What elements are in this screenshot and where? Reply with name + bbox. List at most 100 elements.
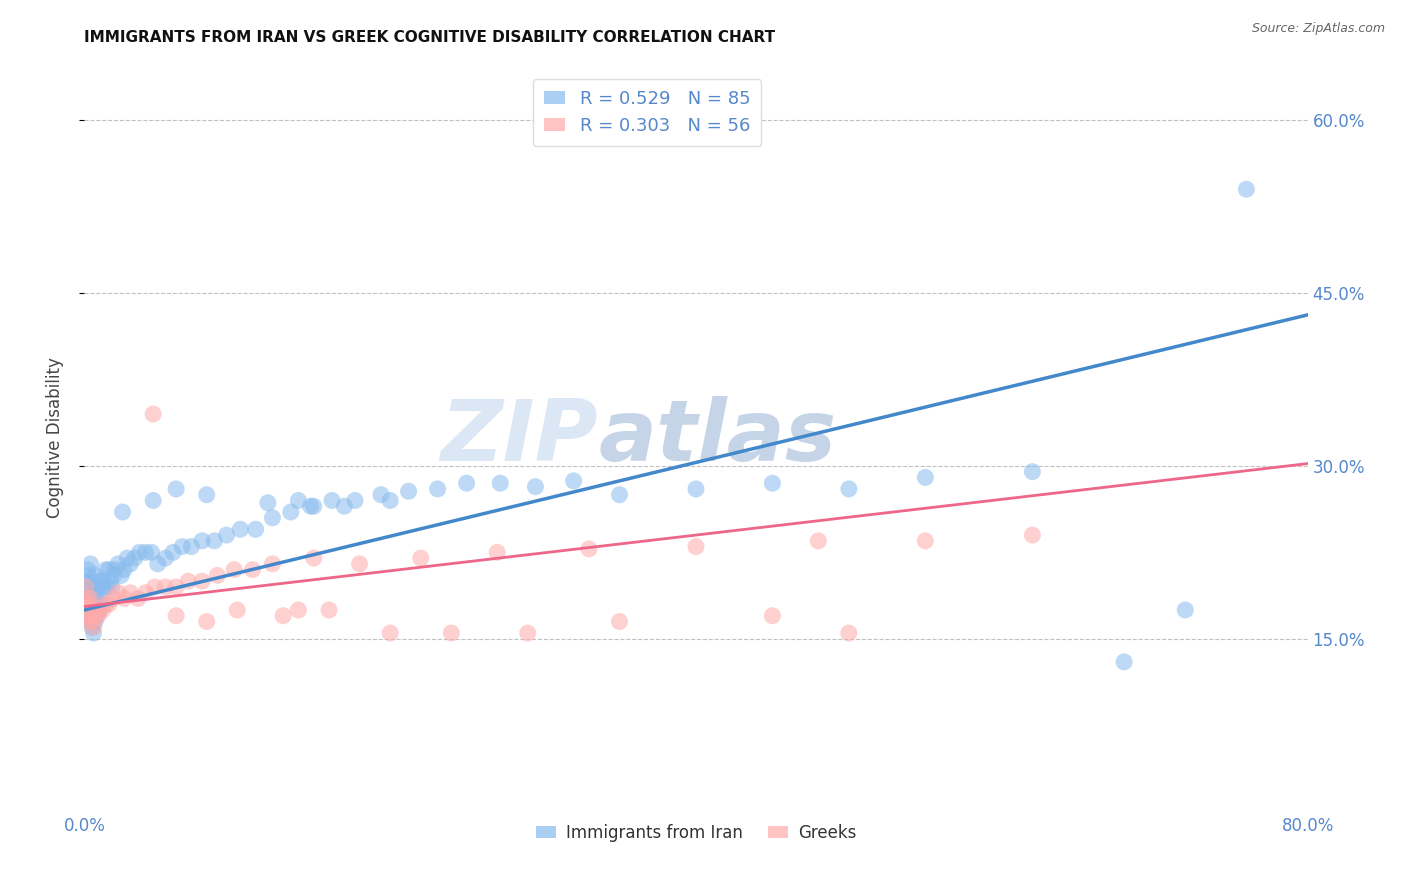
Point xyxy=(107,585,129,599)
Point xyxy=(287,493,309,508)
Point xyxy=(398,484,420,499)
Point xyxy=(1021,465,1043,479)
Text: Source: ZipAtlas.com: Source: ZipAtlas.com xyxy=(1251,22,1385,36)
Point xyxy=(280,505,302,519)
Point xyxy=(262,510,284,524)
Point xyxy=(177,574,200,589)
Point xyxy=(80,620,103,634)
Point xyxy=(112,563,135,577)
Point xyxy=(165,482,187,496)
Point xyxy=(215,528,238,542)
Point xyxy=(75,591,97,606)
Point xyxy=(96,580,118,594)
Point xyxy=(426,482,449,496)
Point xyxy=(83,603,105,617)
Point xyxy=(562,474,585,488)
Point xyxy=(299,500,322,514)
Point xyxy=(120,585,142,599)
Point xyxy=(110,568,132,582)
Point xyxy=(195,488,218,502)
Point xyxy=(127,591,149,606)
Point xyxy=(245,522,267,536)
Point xyxy=(262,557,284,571)
Point xyxy=(914,533,936,548)
Point xyxy=(141,545,163,559)
Point xyxy=(155,580,177,594)
Point xyxy=(165,580,187,594)
Point xyxy=(79,608,101,623)
Point xyxy=(103,568,125,582)
Point xyxy=(77,591,100,606)
Point xyxy=(80,599,103,614)
Point xyxy=(128,545,150,559)
Point xyxy=(97,563,120,577)
Point xyxy=(370,488,392,502)
Point xyxy=(84,608,107,623)
Point xyxy=(84,568,107,582)
Point xyxy=(516,626,538,640)
Point xyxy=(75,580,97,594)
Point xyxy=(486,545,509,559)
Point xyxy=(86,585,108,599)
Point xyxy=(1236,182,1258,196)
Text: IMMIGRANTS FROM IRAN VS GREEK COGNITIVE DISABILITY CORRELATION CHART: IMMIGRANTS FROM IRAN VS GREEK COGNITIVE … xyxy=(84,29,776,45)
Point xyxy=(86,608,108,623)
Point xyxy=(80,574,103,589)
Point xyxy=(83,626,105,640)
Point xyxy=(93,580,115,594)
Point xyxy=(685,482,707,496)
Point xyxy=(146,557,169,571)
Point xyxy=(287,603,309,617)
Point xyxy=(84,591,107,606)
Legend: Immigrants from Iran, Greeks: Immigrants from Iran, Greeks xyxy=(529,817,863,848)
Point xyxy=(90,591,112,606)
Point xyxy=(440,626,463,640)
Point xyxy=(142,407,165,421)
Point xyxy=(1114,655,1136,669)
Point xyxy=(257,496,280,510)
Point xyxy=(380,493,402,508)
Point xyxy=(489,476,512,491)
Point xyxy=(838,482,860,496)
Point xyxy=(120,557,142,571)
Point xyxy=(195,615,218,629)
Point xyxy=(91,603,114,617)
Point xyxy=(101,580,124,594)
Point xyxy=(77,615,100,629)
Point xyxy=(115,551,138,566)
Point xyxy=(76,563,98,577)
Point xyxy=(191,574,214,589)
Point xyxy=(83,580,105,594)
Point xyxy=(191,533,214,548)
Point xyxy=(80,597,103,611)
Point xyxy=(143,580,166,594)
Point xyxy=(224,563,246,577)
Point xyxy=(1174,603,1197,617)
Point xyxy=(104,563,127,577)
Point xyxy=(409,551,432,566)
Point xyxy=(302,551,325,566)
Point xyxy=(761,608,783,623)
Point xyxy=(155,551,177,566)
Point xyxy=(79,591,101,606)
Point xyxy=(578,541,600,556)
Point xyxy=(318,603,340,617)
Point xyxy=(180,540,202,554)
Point xyxy=(84,615,107,629)
Point xyxy=(135,545,157,559)
Point xyxy=(609,615,631,629)
Point xyxy=(76,603,98,617)
Point xyxy=(103,591,125,606)
Point xyxy=(333,500,356,514)
Point xyxy=(321,493,343,508)
Point xyxy=(86,603,108,617)
Point xyxy=(838,626,860,640)
Point xyxy=(685,540,707,554)
Point xyxy=(172,540,194,554)
Text: ZIP: ZIP xyxy=(440,395,598,479)
Point xyxy=(124,551,146,566)
Point xyxy=(79,585,101,599)
Point xyxy=(165,608,187,623)
Point xyxy=(77,568,100,582)
Point xyxy=(77,615,100,629)
